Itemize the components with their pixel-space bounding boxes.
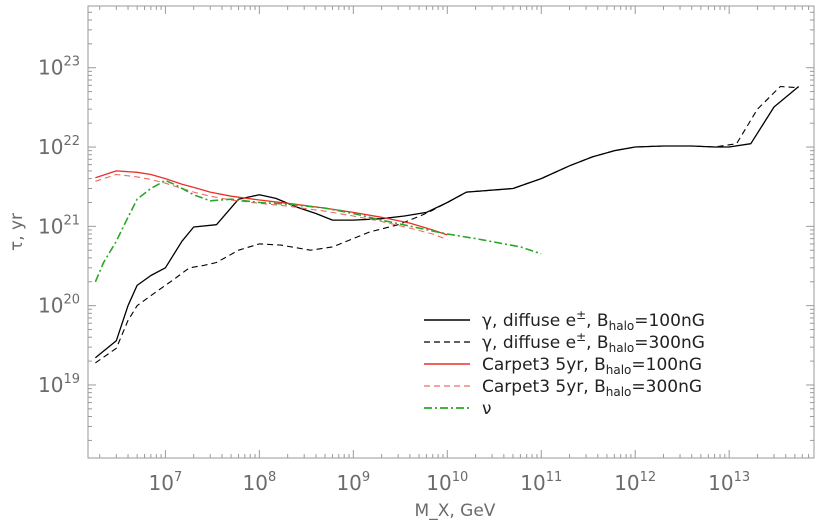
plot-frame [87,5,815,459]
x-axis-label: M_X, GeV [415,501,496,521]
legend-label-5: ν [482,399,492,419]
y-tick-label: 1022 [38,134,80,159]
legend-label-2: γ, diffuse e±, Bhalo=300nG [482,330,705,355]
y-tick-label: 1023 [38,55,80,80]
x-tick-label: 1011 [520,470,562,495]
x-tick-label: 1010 [426,470,468,495]
x-tick-label: 107 [149,470,183,495]
x-tick-label: 1013 [708,470,750,495]
x-tick-label: 1012 [614,470,656,495]
axis-tick-labels: 107 108 109 1010 1011 1012 1013 1019 1020 1021 102… [38,55,750,495]
y-tick-label: 1020 [38,293,80,318]
series-line-5 [94,179,542,283]
y-axis-label: τ, yr [7,213,27,251]
legend-label-3: Carpet3 5yr, Bhalo=100nG [482,355,702,377]
series-line-3 [95,170,448,236]
y-tick-label: 1019 [38,372,80,397]
axis-ticks [88,5,815,458]
series-line-4 [95,173,448,241]
x-tick-label: 109 [336,470,370,495]
series-lines [94,85,800,364]
series-line-1 [94,85,800,359]
x-tick-label: 108 [243,470,277,495]
legend-label-4: Carpet3 5yr, Bhalo=300nG [482,377,702,399]
y-tick-label: 1021 [38,213,80,238]
legend-label-1: γ, diffuse e±, Bhalo=100nG [482,308,705,333]
